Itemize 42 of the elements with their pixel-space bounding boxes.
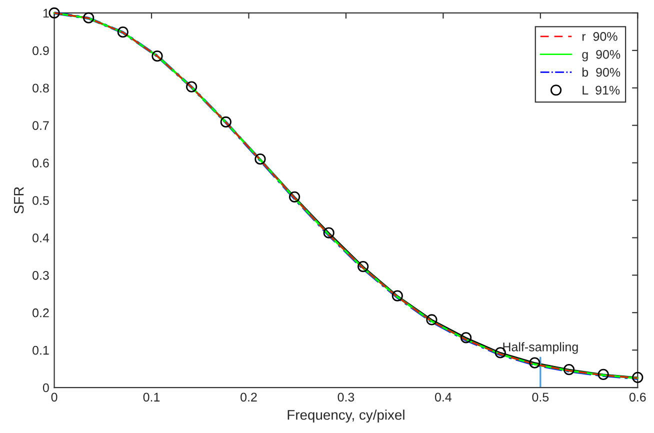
point: [186, 81, 198, 92]
x-tick-label: 0.6: [629, 392, 646, 402]
y-tick-label: 0.3: [32, 270, 49, 280]
y-axis-title: SFR: [14, 187, 24, 214]
ref-line-label: Half-sampling: [503, 342, 578, 354]
point: [288, 191, 300, 202]
point: [598, 368, 609, 380]
y-tick-label: 0.2: [32, 308, 49, 318]
x-tick-label: 0.5: [532, 392, 549, 402]
legend-label: r 90%: [582, 32, 618, 41]
legend-label: g 90%: [582, 50, 620, 62]
x-tick-label: 0.2: [240, 392, 257, 402]
legend-label: b 90%: [582, 68, 620, 77]
point: [254, 154, 266, 165]
point: [460, 332, 472, 344]
y-tick-label: 0.1: [32, 346, 49, 355]
y-tick-label: 0.5: [32, 196, 49, 205]
point: [323, 227, 334, 238]
legend-label: L 91%: [582, 86, 620, 95]
x-tick-label: 0.3: [338, 392, 354, 402]
point: [392, 290, 403, 302]
x-tick-label: 0.1: [143, 392, 160, 402]
point: [529, 357, 540, 368]
y-tick-label: 0.7: [32, 121, 49, 130]
point: [48, 7, 60, 19]
point: [632, 372, 644, 383]
x-tick-label: 0: [51, 392, 58, 402]
point: [152, 50, 163, 62]
x-axis-title: Frequency, cy/pixel: [288, 410, 404, 423]
point: [426, 314, 438, 326]
y-tick-label: 0.8: [32, 84, 49, 93]
y-tick-label: 0.9: [32, 46, 49, 56]
x-tick-label: 0.4: [434, 392, 452, 402]
point: [117, 26, 128, 38]
point: [220, 116, 232, 128]
point: [358, 261, 369, 272]
y-tick-label: 0.4: [32, 234, 50, 242]
y-tick-label: 0: [42, 383, 49, 392]
point: [563, 364, 575, 376]
y-tick-label: 0.6: [32, 158, 49, 168]
y-tick-label: 1: [43, 8, 49, 18]
point: [83, 12, 94, 24]
